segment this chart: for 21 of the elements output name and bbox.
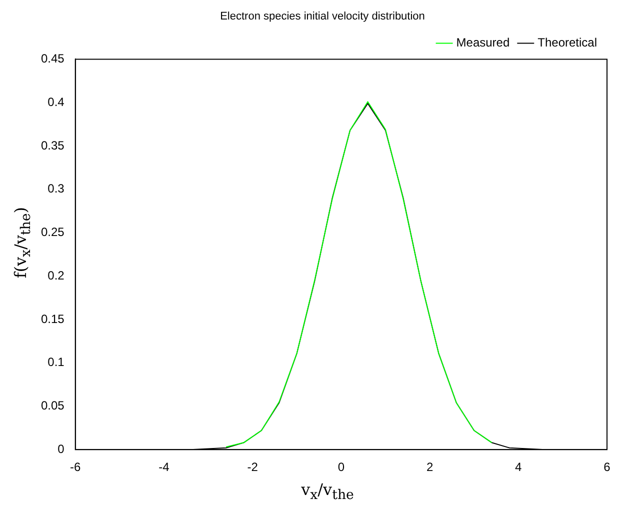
legend-label: Measured bbox=[456, 36, 510, 50]
y-tick-label: 0.45 bbox=[40, 52, 65, 66]
chart-title: Electron species initial velocity distribution bbox=[220, 10, 425, 23]
y-tick-label: 0.1 bbox=[48, 355, 65, 370]
y-tick-label: 0.3 bbox=[48, 182, 65, 196]
x-axis-title: v$_{x}$/v$_{the}$ bbox=[300, 480, 355, 504]
y-tick-label: 0.05 bbox=[40, 398, 65, 413]
x-tick-label: 2 bbox=[426, 460, 434, 474]
x-tick-label: 0 bbox=[338, 460, 345, 474]
y-tick-label: 0.2 bbox=[48, 268, 65, 282]
x-tick-label: 4 bbox=[515, 460, 522, 474]
y-tick-label: 0.4 bbox=[48, 94, 65, 109]
x-tick-label: 6 bbox=[604, 460, 611, 474]
y-tick-label: 0.25 bbox=[40, 225, 65, 240]
y-tick-label: 0.35 bbox=[40, 138, 65, 152]
y-tick-label: 0.15 bbox=[40, 312, 65, 326]
legend-label: Theoretical bbox=[538, 36, 598, 50]
x-tick-label: -4 bbox=[158, 460, 170, 474]
x-tick-label: -2 bbox=[247, 460, 258, 474]
y-tick-label: 0 bbox=[58, 442, 65, 456]
x-tick-label: -6 bbox=[70, 460, 82, 474]
